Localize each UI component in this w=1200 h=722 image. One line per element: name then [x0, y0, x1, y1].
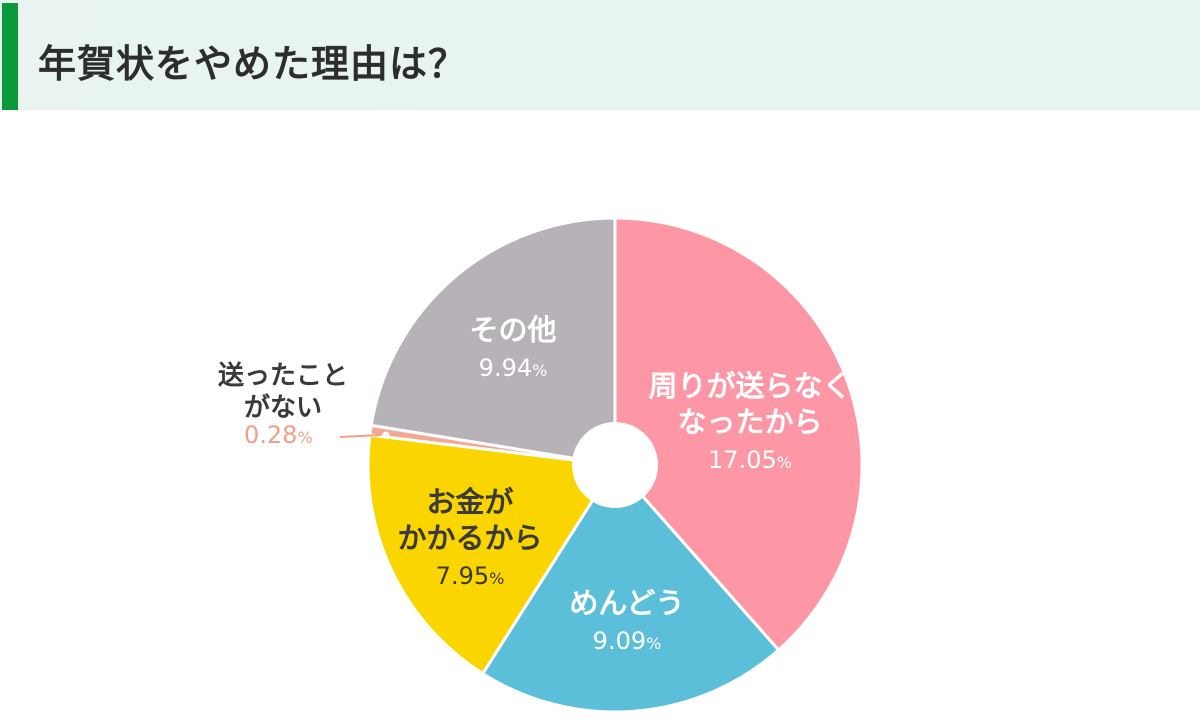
slice-label-money: お金が かかるから 7.95% [397, 484, 542, 595]
slice-value: 17.05% [708, 446, 792, 474]
pie-slice [613, 216, 864, 653]
chart-title: 年賀状をやめた理由は？ [38, 42, 468, 86]
pie-slice [369, 216, 617, 467]
pie-slice [366, 433, 618, 676]
slice-value: 9.09% [592, 627, 662, 655]
slice-value-never-sent: 0.28% [244, 421, 313, 449]
slice-name: その他 [469, 313, 557, 347]
slice-value: 7.95% [435, 562, 505, 590]
chart-header: 年賀状をやめた理由は？ [0, 0, 1200, 110]
slice-name: お金が かかるから [397, 485, 543, 555]
leader-line [339, 434, 382, 438]
slice-label-surroundings: 周りが送らなく なったから 17.05% [648, 368, 851, 479]
slice-value: 9.94% [478, 354, 548, 382]
slice-label-other: その他 9.94% [469, 312, 556, 387]
slice-name: 周りが送らなく なったから [648, 369, 852, 439]
donut-hole [572, 422, 658, 508]
slice-label-never-sent: 送ったこと がない [217, 361, 349, 423]
header-accent-bar [2, 3, 18, 110]
slice-name: めんどう [569, 586, 685, 620]
slice-label-troublesome: めんどう 9.09% [569, 585, 684, 660]
pie-slice [480, 462, 781, 714]
leader-dot [382, 431, 390, 439]
